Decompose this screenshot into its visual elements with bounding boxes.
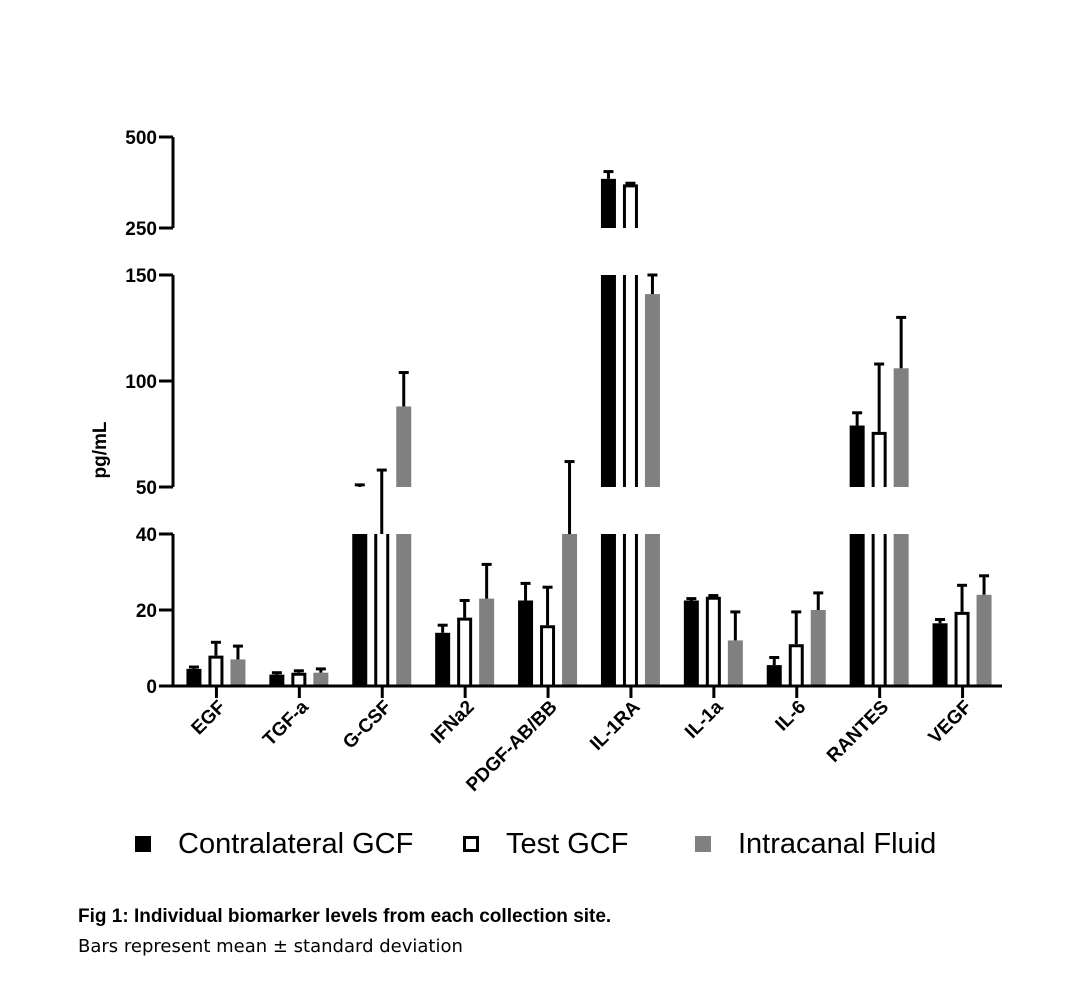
bar-test-gcf (954, 611, 970, 686)
bar-intracanal-fluid (893, 534, 909, 686)
bar-test-gcf-bg (457, 617, 473, 686)
bar-contralateral-gcf (435, 632, 451, 686)
bar-test-gcf-bg (622, 275, 638, 487)
bar-test-gcf-bg (788, 644, 804, 686)
x-tick-label: IL-6 (772, 697, 811, 736)
bar-test-gcf-bg (208, 655, 224, 686)
bar-test-gcf-bg (291, 672, 307, 686)
bar-test-gcf (788, 644, 804, 686)
figure-caption-title: Fig 1: Individual biomarker levels from … (78, 906, 612, 927)
y-axis-label: pg/mL (90, 421, 111, 478)
bar-contralateral-gcf (849, 534, 865, 686)
bar-intracanal-fluid (479, 598, 495, 686)
legend-swatch (463, 836, 479, 852)
bar-test-gcf-bg (871, 534, 887, 686)
bar-intracanal-fluid (727, 640, 743, 686)
bar-test-gcf (540, 625, 556, 686)
legend-label: Test GCF (506, 828, 628, 860)
bar-intracanal-fluid (313, 672, 329, 686)
bar-test-gcf-bg (540, 625, 556, 686)
bar-contralateral-gcf (352, 534, 368, 686)
bar-intracanal-fluid (396, 534, 412, 686)
bar-intracanal-fluid (644, 294, 660, 487)
bar-test-gcf (705, 596, 721, 686)
legend-swatch (695, 836, 711, 852)
x-tick-label: VEGF (925, 697, 976, 748)
figure-caption-subtitle: Bars represent mean ± standard deviation (78, 936, 463, 957)
y-tick-label: 150 (125, 266, 157, 287)
bar-contralateral-gcf (600, 275, 616, 487)
legend-label: Contralateral GCF (178, 828, 413, 860)
bar-intracanal-fluid (976, 594, 992, 686)
bar-contralateral-gcf (932, 623, 948, 686)
bar-contralateral-gcf (600, 534, 616, 686)
x-tick-label: G-CSF (339, 697, 396, 754)
legend: Contralateral GCF Test GCF Intracanal Flui… (135, 828, 936, 860)
y-axis-ticks: 0 20 40 50 100 150 250 500 (125, 128, 173, 698)
bar-contralateral-gcf (766, 665, 782, 686)
y-tick-label: 40 (136, 525, 157, 546)
bar-test-gcf (622, 275, 638, 487)
bar-test-gcf (622, 184, 638, 228)
bars (186, 170, 992, 686)
bar-test-gcf (871, 431, 887, 487)
x-tick-label: IL-1a (681, 696, 728, 743)
x-tick-label: EGF (188, 697, 230, 739)
bar-test-gcf (291, 672, 307, 686)
y-tick-label: 250 (125, 219, 157, 240)
bar-contralateral-gcf (269, 674, 285, 686)
x-tick-label: IL-1RA (586, 696, 644, 754)
y-tick-label: 0 (146, 677, 157, 698)
bar-intracanal-fluid (644, 534, 660, 686)
bar-intracanal-fluid (396, 406, 412, 487)
bar-intracanal-fluid (810, 610, 826, 686)
y-tick-label: 20 (136, 601, 157, 622)
bar-contralateral-gcf (683, 600, 699, 686)
bar-test-gcf-bg (374, 534, 390, 686)
bar-test-gcf (871, 534, 887, 686)
bar-test-gcf-bg (954, 611, 970, 686)
bar-test-gcf (374, 534, 390, 686)
y-tick-label: 50 (136, 478, 157, 499)
bar-intracanal-fluid (893, 368, 909, 487)
bar-test-gcf (208, 655, 224, 686)
bar-contralateral-gcf (600, 178, 616, 228)
legend-swatch (135, 836, 151, 852)
bar-contralateral-gcf (849, 425, 865, 487)
bar-test-gcf-bg (871, 431, 887, 487)
bar-test-gcf-bg (622, 184, 638, 228)
bar-contralateral-gcf (518, 600, 534, 686)
bar-intracanal-fluid (562, 534, 578, 686)
bar-test-gcf (457, 617, 473, 686)
bar-intracanal-fluid (230, 659, 246, 686)
bar-test-gcf-bg (705, 596, 721, 686)
bar-contralateral-gcf (186, 668, 202, 686)
x-tick-label: IFNa2 (427, 697, 478, 748)
x-tick-label: TGF-a (259, 696, 313, 750)
x-tick-label: RANTES (823, 697, 893, 767)
bar-test-gcf-bg (622, 534, 638, 686)
y-tick-label: 100 (125, 372, 157, 393)
y-tick-label: 500 (125, 128, 157, 149)
bar-test-gcf (622, 534, 638, 686)
legend-label: Intracanal Fluid (738, 828, 936, 860)
